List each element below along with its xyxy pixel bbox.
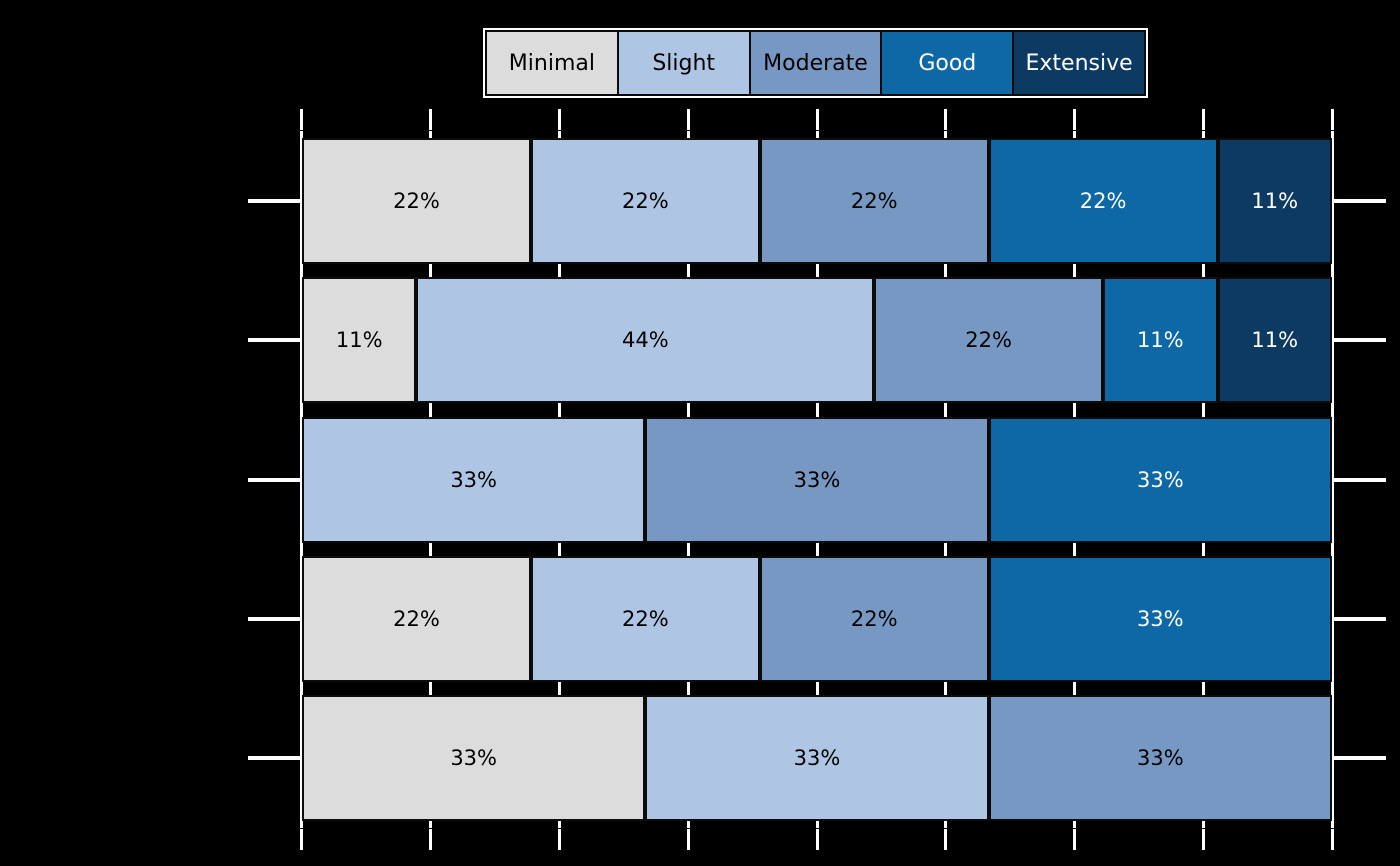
bar-segment-slight: 44%	[416, 277, 875, 404]
bar-segment-minimal: 22%	[302, 137, 531, 264]
bar-segment-good: 33%	[988, 555, 1332, 682]
bar-segment-label: 33%	[1136, 746, 1184, 771]
bar-segment-label: 11%	[1251, 188, 1299, 213]
bar-segment-label: 33%	[793, 467, 841, 492]
bar-segment-label: 33%	[450, 746, 497, 771]
bar-row: 33% 33% 33%	[302, 695, 1332, 822]
legend-label-slight: Slight	[652, 50, 716, 76]
bar-segment-label: 22%	[850, 606, 898, 631]
bar-segment-moderate: 33%	[645, 416, 989, 543]
legend-label-extensive: Extensive	[1025, 50, 1133, 76]
bar-segment-minimal: 33%	[302, 695, 646, 822]
legend-label-moderate: Moderate	[763, 50, 868, 76]
y-tick-mark-right	[1334, 198, 1386, 203]
legend: Minimal Slight Moderate Good Extensive	[483, 28, 1148, 98]
y-tick-mark-left	[248, 616, 300, 621]
bar-segment-slight: 33%	[645, 695, 989, 822]
x-tick-mark-top	[428, 109, 432, 130]
legend-item-good: Good	[880, 30, 1015, 96]
bar-segment-extensive: 11%	[1217, 137, 1332, 264]
bar-segment-label: 33%	[793, 746, 841, 771]
axis-spine	[1331, 131, 1334, 828]
y-tick-mark-left	[248, 198, 300, 203]
y-tick-mark-right	[1334, 616, 1386, 621]
plot-area: 22% 22% 22% 22% 11% 11% 44% 22% 11% 11% 33% 33% 33% 2…	[248, 109, 1386, 850]
bar-segment-label: 11%	[335, 328, 383, 353]
bar-row: 22% 22% 22% 33%	[302, 555, 1332, 682]
legend-label-minimal: Minimal	[508, 50, 595, 76]
x-tick-mark-top	[1331, 109, 1334, 130]
bar-segment-label: 22%	[965, 328, 1012, 353]
axis-spine	[300, 131, 303, 828]
y-tick-mark-right	[1334, 756, 1386, 761]
bar-row: 22% 22% 22% 22% 11%	[302, 137, 1332, 264]
x-tick-mark-top	[944, 109, 948, 130]
legend-item-minimal: Minimal	[485, 30, 619, 96]
bar-segment-moderate: 22%	[759, 555, 989, 682]
x-tick-mark-bottom	[557, 829, 561, 850]
bar-segment-moderate: 22%	[759, 137, 989, 264]
x-tick-mark-top	[300, 109, 303, 130]
y-tick-mark-left	[248, 756, 300, 761]
x-tick-mark-bottom	[815, 829, 819, 850]
bar-segment-good: 22%	[988, 137, 1218, 264]
legend-label-good: Good	[918, 50, 977, 76]
bar-row: 33% 33% 33%	[302, 416, 1332, 543]
y-tick-mark-left	[248, 477, 300, 482]
bar-segment-good: 11%	[1103, 277, 1218, 404]
bar-segment-label: 44%	[621, 328, 669, 353]
x-tick-mark-bottom	[300, 829, 303, 850]
x-tick-mark-top	[815, 109, 819, 130]
bar-segment-minimal: 11%	[302, 277, 417, 404]
y-tick-mark-right	[1334, 477, 1386, 482]
legend-item-slight: Slight	[616, 30, 751, 96]
bar-segment-label: 22%	[850, 188, 898, 213]
x-tick-mark-bottom	[944, 829, 948, 850]
bar-segment-moderate: 33%	[988, 695, 1332, 822]
bar-segment-label: 33%	[1136, 606, 1184, 631]
x-tick-mark-bottom	[1331, 829, 1334, 850]
bar-segment-label: 22%	[393, 188, 440, 213]
x-tick-mark-bottom	[686, 829, 690, 850]
x-tick-mark-top	[1202, 109, 1206, 130]
legend-item-extensive: Extensive	[1012, 30, 1146, 96]
x-tick-mark-bottom	[1202, 829, 1206, 850]
x-tick-mark-bottom	[1073, 829, 1077, 850]
bar-segment-slight: 33%	[302, 416, 646, 543]
bar-segment-label: 22%	[1079, 188, 1127, 213]
y-tick-mark-left	[248, 338, 300, 343]
bar-segment-slight: 22%	[530, 137, 760, 264]
x-tick-mark-top	[557, 109, 561, 130]
y-tick-mark-right	[1334, 338, 1386, 343]
bar-segment-label: 22%	[393, 606, 440, 631]
bar-segment-label: 33%	[450, 467, 497, 492]
legend-item-moderate: Moderate	[748, 30, 883, 96]
bar-row: 11% 44% 22% 11% 11%	[302, 277, 1332, 404]
bar-segment-moderate: 22%	[874, 277, 1104, 404]
bar-segment-label: 22%	[621, 188, 669, 213]
bar-segment-label: 11%	[1251, 328, 1299, 353]
bar-segment-label: 22%	[621, 606, 669, 631]
bar-segment-slight: 22%	[530, 555, 760, 682]
bar-segment-label: 11%	[1136, 328, 1184, 353]
bar-segment-good: 33%	[988, 416, 1332, 543]
bar-segment-label: 33%	[1136, 467, 1184, 492]
bar-segment-minimal: 22%	[302, 555, 531, 682]
x-tick-mark-top	[1073, 109, 1077, 130]
bar-segment-extensive: 11%	[1217, 277, 1332, 404]
x-tick-mark-bottom	[428, 829, 432, 850]
x-tick-mark-top	[686, 109, 690, 130]
